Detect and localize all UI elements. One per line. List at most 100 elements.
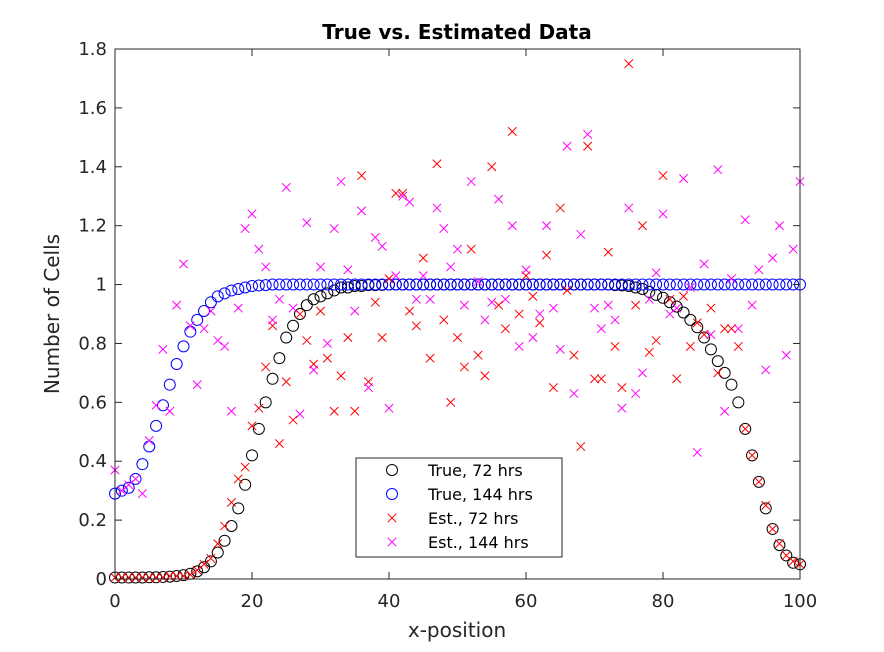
data-point xyxy=(548,383,558,393)
data-point xyxy=(528,291,538,301)
data-point xyxy=(637,221,648,231)
data-point xyxy=(191,313,204,326)
data-point xyxy=(574,278,587,291)
data-point xyxy=(240,224,250,234)
data-point xyxy=(774,221,785,231)
data-point xyxy=(411,294,421,304)
data-point xyxy=(452,244,463,254)
data-point xyxy=(473,277,483,287)
data-point xyxy=(746,449,759,462)
data-point xyxy=(446,262,456,272)
data-point xyxy=(370,297,380,307)
data-point xyxy=(665,309,675,319)
data-point xyxy=(692,318,702,328)
data-point xyxy=(704,278,717,291)
data-point xyxy=(204,555,217,568)
data-point xyxy=(240,462,250,472)
data-point xyxy=(711,278,724,291)
data-point xyxy=(631,388,641,399)
data-point xyxy=(610,315,620,325)
data-point xyxy=(699,330,709,340)
data-point xyxy=(446,397,456,407)
data-point xyxy=(206,306,216,316)
data-point xyxy=(636,278,649,291)
data-point xyxy=(555,203,565,213)
data-point xyxy=(533,278,546,291)
data-point xyxy=(768,524,778,534)
data-point xyxy=(288,415,298,425)
data-point xyxy=(521,265,531,275)
data-point xyxy=(206,553,216,563)
data-point xyxy=(417,278,430,291)
data-point xyxy=(341,281,354,294)
data-point xyxy=(596,374,606,384)
data-point xyxy=(720,324,730,334)
data-point xyxy=(321,287,334,300)
data-point xyxy=(232,502,245,515)
y-tick-label: 1.8 xyxy=(78,39,107,60)
data-point xyxy=(432,203,442,213)
data-point xyxy=(514,309,524,319)
data-point xyxy=(172,300,182,310)
data-point xyxy=(124,480,134,490)
data-point xyxy=(636,282,649,295)
data-point xyxy=(129,472,142,485)
data-point xyxy=(644,347,654,357)
data-point xyxy=(478,278,491,291)
data-point xyxy=(315,262,326,272)
data-point xyxy=(526,278,539,291)
data-point xyxy=(459,300,469,310)
legend-marker xyxy=(387,537,397,547)
data-point xyxy=(144,572,154,583)
data-point xyxy=(389,278,402,291)
data-point xyxy=(233,474,243,484)
data-point xyxy=(692,447,702,457)
data-point xyxy=(185,321,195,331)
data-point xyxy=(274,439,284,449)
data-point xyxy=(706,330,716,340)
data-point xyxy=(335,281,348,294)
data-point xyxy=(178,259,189,269)
data-point xyxy=(220,521,230,531)
data-point xyxy=(232,282,245,295)
data-point xyxy=(129,571,142,584)
data-point xyxy=(670,278,683,291)
data-point xyxy=(225,520,238,532)
chart-title: True vs. Estimated Data xyxy=(322,20,591,44)
data-point xyxy=(246,280,258,293)
data-point xyxy=(198,305,211,318)
data-point xyxy=(663,278,676,291)
data-point xyxy=(746,278,759,291)
data-point xyxy=(726,274,737,284)
data-point xyxy=(328,278,341,291)
data-point xyxy=(754,477,764,487)
data-point xyxy=(273,352,286,365)
y-tick-label: 0.4 xyxy=(78,451,107,472)
data-point xyxy=(357,206,367,216)
data-point xyxy=(773,278,786,291)
x-tick-label: 100 xyxy=(783,591,817,612)
data-point xyxy=(631,300,641,310)
data-point xyxy=(439,315,449,325)
data-point xyxy=(117,572,127,583)
data-point xyxy=(732,396,745,409)
y-tick-label: 0.2 xyxy=(78,510,107,531)
legend-label: True, 144 hrs xyxy=(427,485,533,504)
data-point xyxy=(754,265,764,275)
legend-label: Est., 144 hrs xyxy=(428,533,529,552)
data-point xyxy=(684,278,697,291)
data-point xyxy=(239,281,252,294)
data-point xyxy=(266,278,279,291)
data-point xyxy=(617,403,627,413)
data-point xyxy=(658,171,668,181)
data-point xyxy=(254,244,264,254)
data-point xyxy=(288,303,298,313)
data-point xyxy=(211,290,224,303)
data-point xyxy=(711,355,724,368)
data-point xyxy=(677,278,690,291)
data-point xyxy=(350,406,360,416)
data-point xyxy=(548,303,558,313)
data-point xyxy=(350,306,360,316)
data-point xyxy=(629,278,642,291)
data-point xyxy=(706,303,716,313)
